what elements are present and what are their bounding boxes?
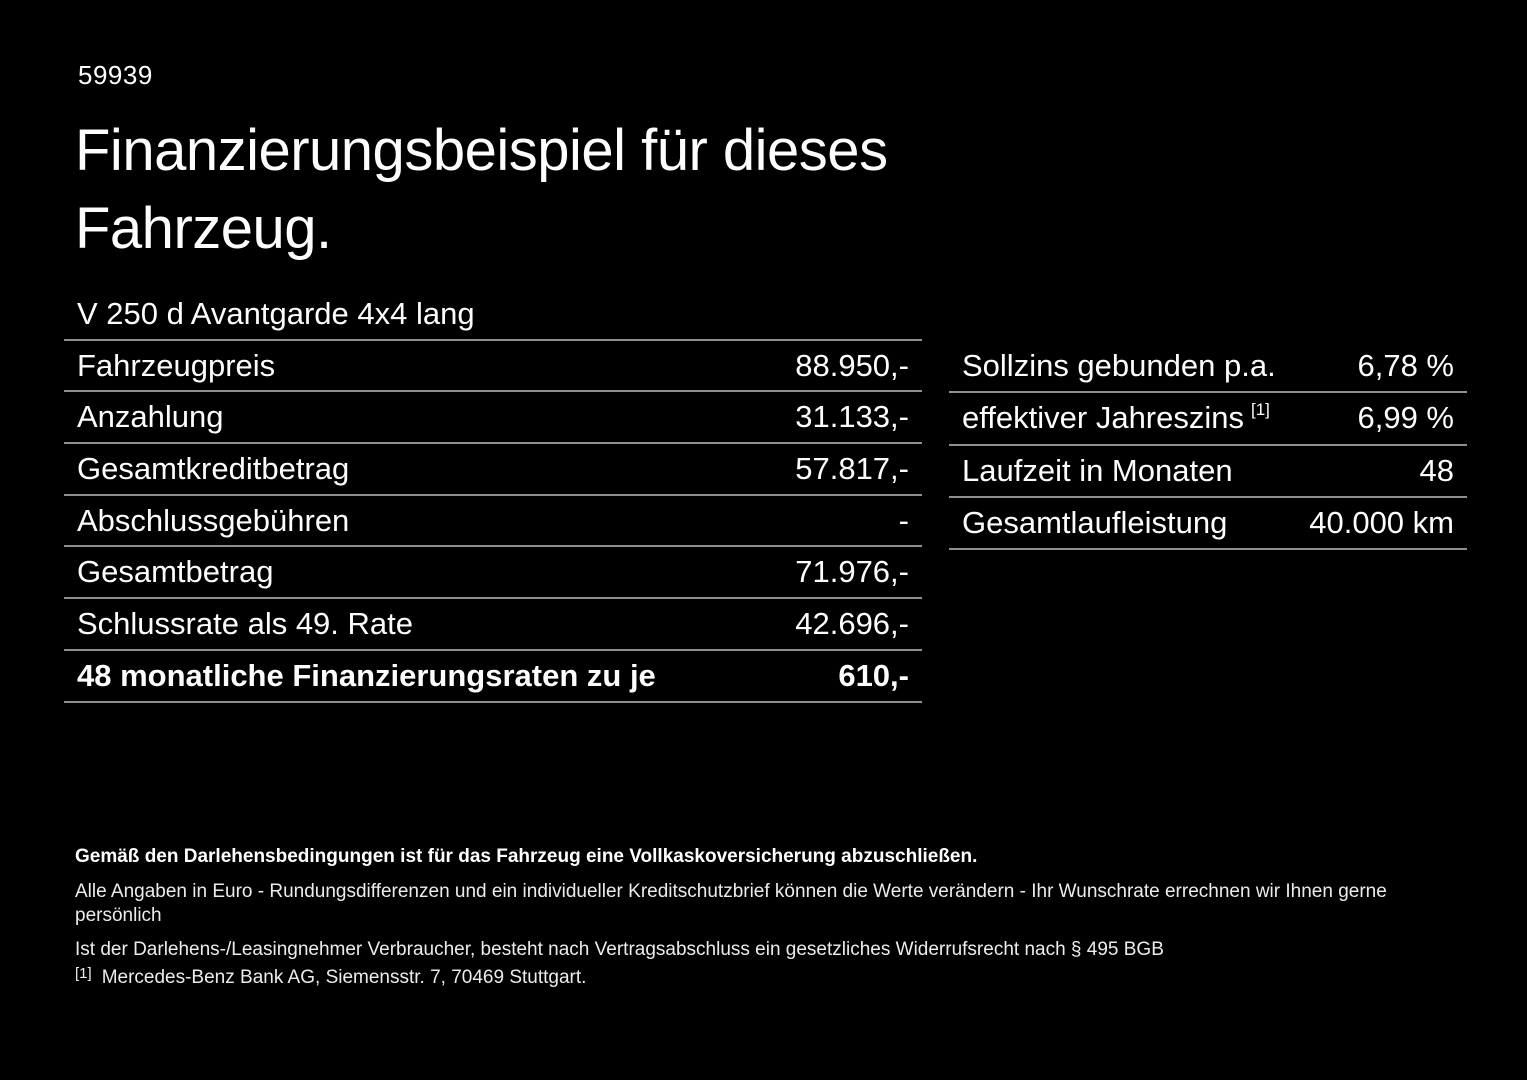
page-title-line-2: Fahrzeug. (75, 196, 332, 261)
conditions-table: Sollzins gebunden p.a. 6,78 % effektiver… (949, 341, 1467, 551)
vehicle-model-row: V 250 d Avantgarde 4x4 lang (64, 289, 922, 341)
footnote-ref-superscript: [1] (1251, 400, 1270, 420)
condition-row-sollzins: Sollzins gebunden p.a. 6,78 % (949, 341, 1467, 394)
footnote-bank-text: Mercedes-Benz Bank AG, Siemensstr. 7, 70… (101, 967, 587, 988)
finance-row-value: 88.950,- (795, 347, 909, 383)
finance-row-value: 57.817,- (795, 450, 909, 486)
condition-row-laufzeit: Laufzeit in Monaten 48 (949, 446, 1467, 498)
finance-row-label: Gesamtbetrag (77, 554, 274, 590)
page-title: Finanzierungsbeispiel für dieses Fahrzeu… (75, 112, 888, 268)
finance-row-label: Abschlussgebühren (77, 502, 350, 538)
finance-row-value: 42.696,- (795, 605, 909, 641)
finance-row-schlussrate: Schlussrate als 49. Rate 42.696,- (64, 599, 922, 651)
fineprint-disclaimer: Alle Angaben in Euro - Rundungsdifferenz… (75, 881, 1387, 926)
finance-table: V 250 d Avantgarde 4x4 lang Fahrzeugprei… (64, 289, 922, 703)
condition-row-value: 6,99 % (1357, 400, 1454, 436)
finance-row-label: Schlussrate als 49. Rate (77, 605, 414, 641)
finance-row-abschlussgebuehren: Abschlussgebühren - (64, 496, 922, 548)
finance-row-label: Anzahlung (77, 399, 224, 435)
fineprint-withdrawal-note: Ist der Darlehens-/Leasingnehmer Verbrau… (75, 939, 1164, 960)
fineprint-section: Gemäß den Darlehensbedingungen ist für d… (75, 845, 1465, 990)
condition-row-label: effektiver Jahreszins [1] (962, 400, 1270, 436)
finance-row-gesamtbetrag: Gesamtbetrag 71.976,- (64, 547, 922, 600)
finance-row-gesamtkreditbetrag: Gesamtkreditbetrag 57.817,- (64, 444, 922, 496)
finance-row-value: 610,- (838, 657, 909, 693)
condition-row-label-text: effektiver Jahreszins (962, 400, 1244, 436)
doc-number: 59939 (78, 60, 153, 90)
condition-row-label: Sollzins gebunden p.a. (962, 348, 1276, 384)
finance-row-fahrzeugpreis: Fahrzeugpreis 88.950,- (64, 341, 922, 393)
footnote-bank: [1] Mercedes-Benz Bank AG, Siemensstr. 7,… (75, 962, 1465, 990)
condition-row-value: 48 (1419, 452, 1454, 488)
finance-row-value: 71.976,- (795, 554, 909, 590)
condition-row-label: Laufzeit in Monaten (962, 452, 1233, 488)
condition-row-value: 40.000 km (1309, 505, 1454, 541)
finance-row-label: Gesamtkreditbetrag (77, 450, 350, 486)
condition-row-label: Gesamtlaufleistung (962, 505, 1228, 541)
finance-row-value: - (898, 502, 909, 538)
finance-row-label: Fahrzeugpreis (77, 347, 276, 383)
vehicle-model-label: V 250 d Avantgarde 4x4 lang (77, 295, 475, 331)
condition-row-value: 6,78 % (1357, 348, 1454, 384)
footnote-marker: [1] (75, 965, 92, 982)
fineprint-insurance-note: Gemäß den Darlehensbedingungen ist für d… (75, 846, 978, 867)
condition-row-gesamtlaufleistung: Gesamtlaufleistung 40.000 km (949, 498, 1467, 551)
condition-row-effektiver-jahreszins: effektiver Jahreszins [1] 6,99 % (949, 393, 1467, 446)
finance-row-label: 48 monatliche Finanzierungsraten zu je (77, 657, 656, 693)
page-title-line-1: Finanzierungsbeispiel für dieses (75, 118, 888, 183)
finance-row-anzahlung: Anzahlung 31.133,- (64, 392, 922, 445)
finance-row-value: 31.133,- (795, 399, 909, 435)
finance-row-monthly-rate: 48 monatliche Finanzierungsraten zu je 6… (64, 651, 922, 703)
